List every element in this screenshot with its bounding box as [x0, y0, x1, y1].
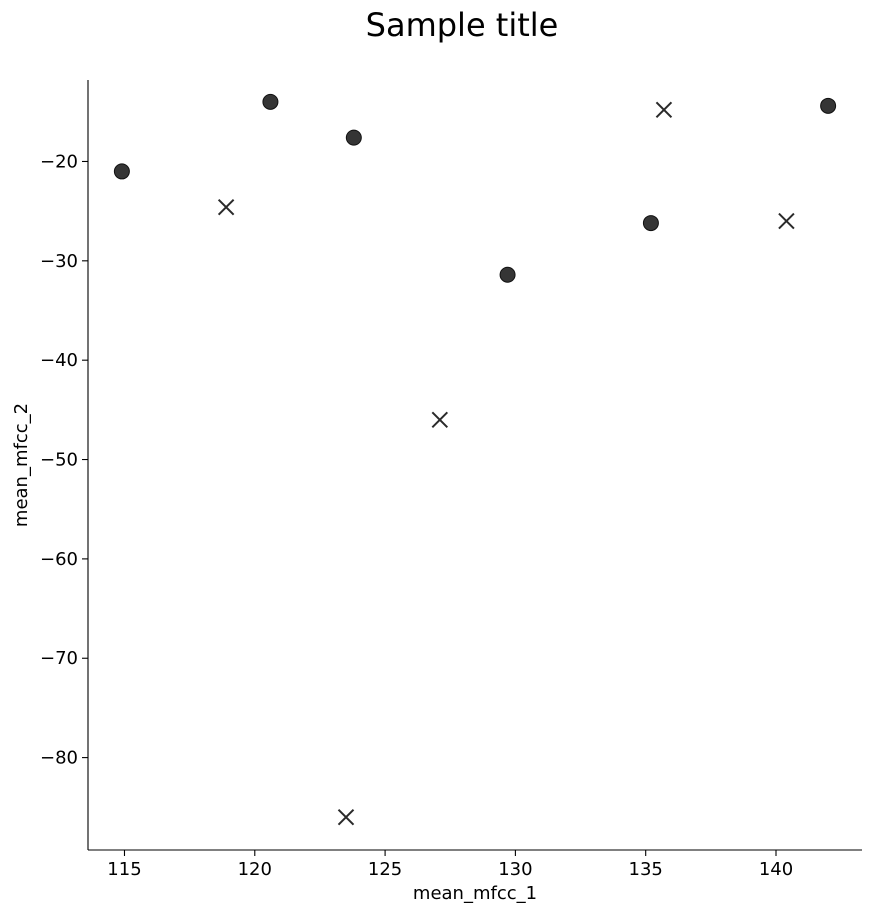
chart-title: Sample title: [366, 6, 559, 44]
circle-point: [642, 215, 659, 232]
cross-point: [337, 809, 355, 826]
x-axis-label: mean_mfcc_1: [413, 883, 537, 904]
y-tick-label: −80: [40, 748, 78, 769]
circle-point: [820, 97, 837, 114]
cross-point: [655, 101, 673, 119]
axes-frame: [87, 80, 862, 851]
y-tick-label: −40: [40, 350, 78, 371]
y-tick-label: −20: [40, 151, 78, 172]
x-tick-label: 130: [498, 859, 532, 880]
y-tick-label: −70: [40, 648, 78, 669]
x-tick-label: 120: [238, 859, 272, 880]
cross-point: [778, 212, 795, 230]
circle-point: [113, 163, 130, 180]
cross-point: [217, 198, 235, 216]
x-tick-label: 140: [759, 859, 793, 880]
y-axis-label: mean_mfcc_2: [11, 403, 32, 527]
y-axis-ticks: −20 −30 −40 −50 −60 −70 −80: [40, 151, 88, 769]
circle-point: [499, 266, 516, 283]
cross-point: [431, 411, 449, 429]
x-tick-label: 135: [629, 859, 663, 880]
circle-point: [345, 129, 362, 146]
y-tick-label: −60: [40, 549, 78, 570]
y-tick-label: −30: [40, 251, 78, 272]
circle-point: [262, 93, 279, 110]
x-axis-ticks: 115 120 125 130 135 140: [107, 850, 793, 880]
data-points: [113, 93, 837, 826]
y-tick-label: −50: [40, 450, 78, 471]
x-tick-label: 115: [107, 859, 141, 880]
x-tick-label: 125: [368, 859, 402, 880]
